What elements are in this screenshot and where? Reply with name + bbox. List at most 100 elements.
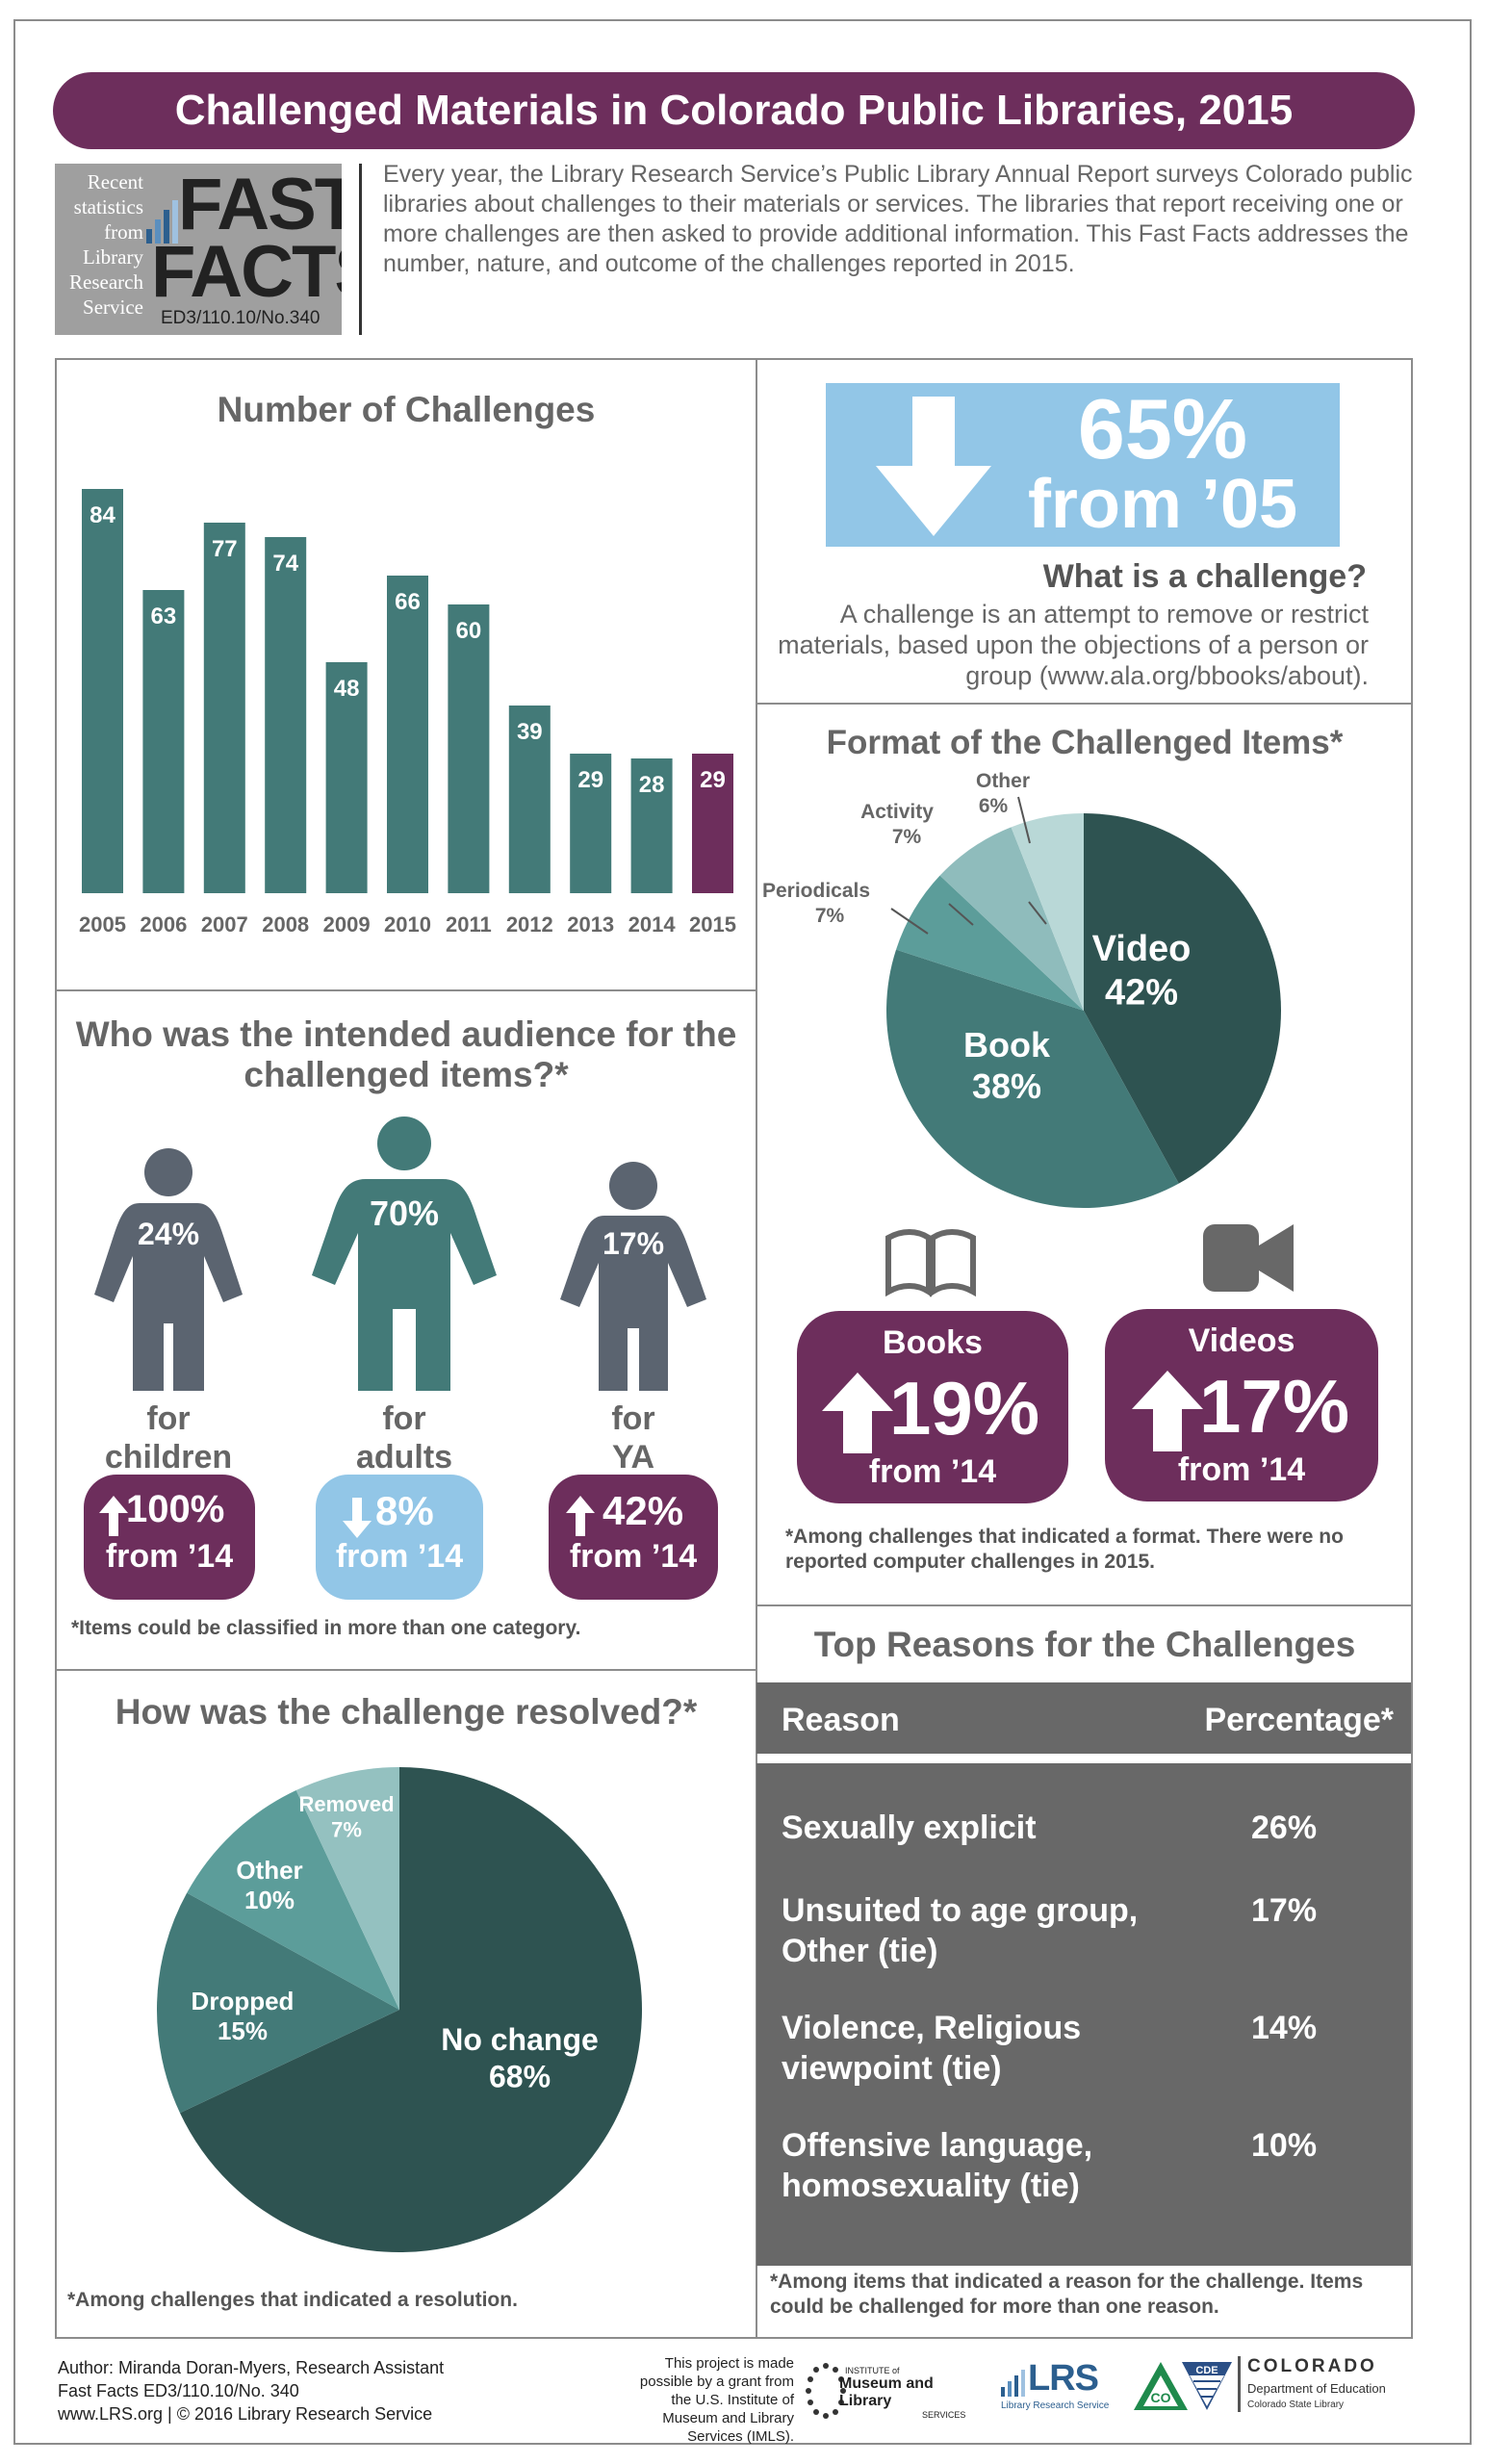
bar-value-label: 29 [700, 767, 726, 793]
bar-value-label: 84 [90, 502, 115, 528]
format-pie-slices [886, 813, 1281, 1208]
book-icon [885, 1229, 976, 1297]
reason-pct: 17% [1251, 1892, 1318, 1929]
format-note: *Among challenges that indicated a forma… [785, 1526, 1344, 1573]
logo-code: ED3/110.10/No.340 [161, 308, 320, 328]
grid-left-row2 [55, 1669, 756, 1671]
video-camera-icon [1203, 1224, 1294, 1292]
bar [448, 604, 490, 893]
audience-figures: 24% 70% 17% for children for adults for … [94, 1116, 706, 1476]
books-label: Books [883, 1324, 983, 1361]
imls-logo: INSTITUTE of Museum and Library SERVICES [839, 2366, 984, 2420]
reason-row: Offensive language, homosexuality (tie) [782, 2125, 1092, 2206]
activity-pointer [948, 903, 974, 926]
reason-row: Violence, Religious viewpoint (tie) [782, 2008, 1081, 2089]
pie-label: Removed [298, 1792, 394, 1816]
adults-change: 8% [375, 1488, 434, 1533]
ya-change-from: from ’14 [569, 1538, 698, 1575]
x-tick-label: 2009 [323, 912, 371, 937]
adult-figure-icon [312, 1116, 497, 1391]
reason-text: Offensive language, [782, 2127, 1093, 2164]
x-tick-label: 2010 [384, 912, 431, 937]
bar [82, 489, 123, 893]
children-change-badge: 100% from ’14 [84, 1475, 255, 1600]
reasons-table-header: Reason Percentage* [756, 1682, 1411, 1754]
imls-line-2: Museum and Library [839, 2375, 934, 2409]
pie-label: 7% [815, 905, 845, 927]
pie-label: Book [963, 1025, 1051, 1065]
co-badge-text: CO [1151, 2390, 1171, 2405]
x-tick-label: 2008 [262, 912, 309, 937]
footer-logo-divider [1238, 2356, 1241, 2412]
pie-slice [187, 1789, 399, 2010]
resolution-note: *Among challenges that indicated a resol… [67, 2289, 518, 2311]
bar-value-label: 74 [272, 551, 298, 577]
bar [265, 537, 307, 893]
children-who: children [105, 1439, 232, 1476]
child-figure-icon [94, 1148, 243, 1391]
imls-logo-icon [806, 2363, 846, 2419]
pie-label: Other [236, 1856, 302, 1885]
children-change-from: from ’14 [105, 1538, 234, 1575]
ya-pct: 17% [602, 1226, 664, 1261]
ya-change-badge: 42% from ’14 [549, 1475, 718, 1600]
definition-question: What is a challenge? [1042, 558, 1367, 595]
bar [692, 754, 733, 893]
books-change-card: Books 19% from ’14 [797, 1311, 1068, 1503]
reason-pct: 10% [1251, 2127, 1318, 2164]
reason-text: Violence, Religious [782, 2010, 1082, 2046]
pie-label: 15% [218, 2016, 268, 2045]
reason-row: Unsuited to age group, Other (tie) [782, 1890, 1138, 1971]
grid-right-border [1411, 358, 1413, 2339]
books-change-pct: 19% [889, 1366, 1040, 1450]
pie-slice [1084, 813, 1281, 1184]
pie-slice [157, 1892, 399, 2114]
bar-value-label: 60 [456, 618, 482, 644]
decline-box: 65% from ’05 [826, 383, 1340, 547]
reason-text: homosexuality (tie) [782, 2168, 1080, 2204]
logo-word-facts: FACTS [151, 231, 342, 313]
decline-pct: 65% [1077, 381, 1248, 476]
videos-change-card: Videos 17% from ’14 [1105, 1309, 1378, 1502]
bar [630, 758, 673, 893]
up-arrow-icon [822, 1373, 893, 1453]
children-change: 100% [126, 1488, 225, 1530]
pie-label: Periodicals [762, 880, 870, 902]
grid-left-border [55, 358, 57, 2339]
pie-label: 6% [979, 795, 1009, 817]
pie-slice [295, 1767, 399, 2010]
x-tick-label: 2011 [446, 912, 492, 937]
ya-who: YA [612, 1439, 654, 1476]
pie-label: 10% [244, 1886, 295, 1914]
cde-csl: Colorado State Library [1247, 2400, 1345, 2410]
bar [570, 754, 612, 893]
pie-slice [896, 875, 1084, 1011]
pie-label: Video [1092, 929, 1192, 969]
reason-text: Other (tie) [782, 1933, 938, 1969]
grid-left-row1 [55, 989, 756, 991]
poster-frame [13, 19, 1472, 2445]
bar [325, 662, 368, 893]
bar-group: 84 2005 63 2006 77 2007 74 2008 48 2009 66 2010 60 20… [79, 489, 736, 937]
pie-label: 68% [489, 2059, 551, 2093]
bar-value-label: 29 [577, 767, 603, 793]
periodicals-leader-line [890, 908, 929, 935]
reason-text: Sexually explicit [782, 1810, 1037, 1846]
pie-slice [1011, 813, 1084, 1011]
adults-who: adults [356, 1439, 452, 1476]
x-tick-label: 2015 [689, 912, 736, 937]
pie-label: 38% [972, 1066, 1041, 1106]
up-arrow-icon [1132, 1371, 1203, 1451]
up-arrow-icon [99, 1496, 128, 1536]
footer-code: Fast Facts ED3/110.10/No. 340 [58, 2381, 299, 2400]
colorado-logo-icon: CO CDE [1134, 2362, 1232, 2410]
bar [203, 523, 245, 893]
books-change-from: from ’14 [868, 1453, 997, 1490]
pie-label: No change [441, 2022, 599, 2057]
cde-dept: Department of Education [1247, 2381, 1386, 2396]
bar-value-label: 48 [334, 676, 360, 702]
reason-column-header: Reason [782, 1702, 900, 1738]
footer-site: www.LRS.org | © 2016 Library Research Se… [58, 2404, 433, 2424]
